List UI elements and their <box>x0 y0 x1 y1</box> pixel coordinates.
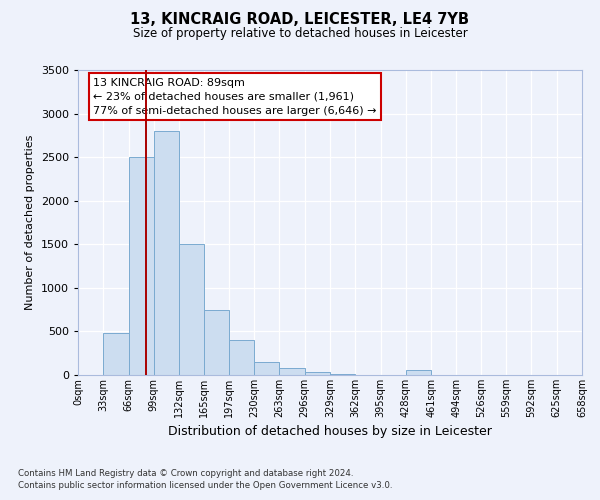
Bar <box>128 157 154 375</box>
Bar <box>280 368 305 375</box>
Bar <box>229 340 254 375</box>
Bar <box>154 131 179 375</box>
Y-axis label: Number of detached properties: Number of detached properties <box>25 135 35 310</box>
Text: Size of property relative to detached houses in Leicester: Size of property relative to detached ho… <box>133 28 467 40</box>
Bar <box>103 333 128 375</box>
Bar <box>406 370 431 375</box>
Text: Contains public sector information licensed under the Open Government Licence v3: Contains public sector information licen… <box>18 481 392 490</box>
Bar <box>254 362 280 375</box>
Text: 13 KINCRAIG ROAD: 89sqm
← 23% of detached houses are smaller (1,961)
77% of semi: 13 KINCRAIG ROAD: 89sqm ← 23% of detache… <box>93 78 377 116</box>
Bar <box>305 372 330 375</box>
Bar <box>179 244 205 375</box>
Bar <box>205 310 229 375</box>
X-axis label: Distribution of detached houses by size in Leicester: Distribution of detached houses by size … <box>168 426 492 438</box>
Bar <box>330 374 355 375</box>
Text: 13, KINCRAIG ROAD, LEICESTER, LE4 7YB: 13, KINCRAIG ROAD, LEICESTER, LE4 7YB <box>131 12 470 28</box>
Text: Contains HM Land Registry data © Crown copyright and database right 2024.: Contains HM Land Registry data © Crown c… <box>18 468 353 477</box>
